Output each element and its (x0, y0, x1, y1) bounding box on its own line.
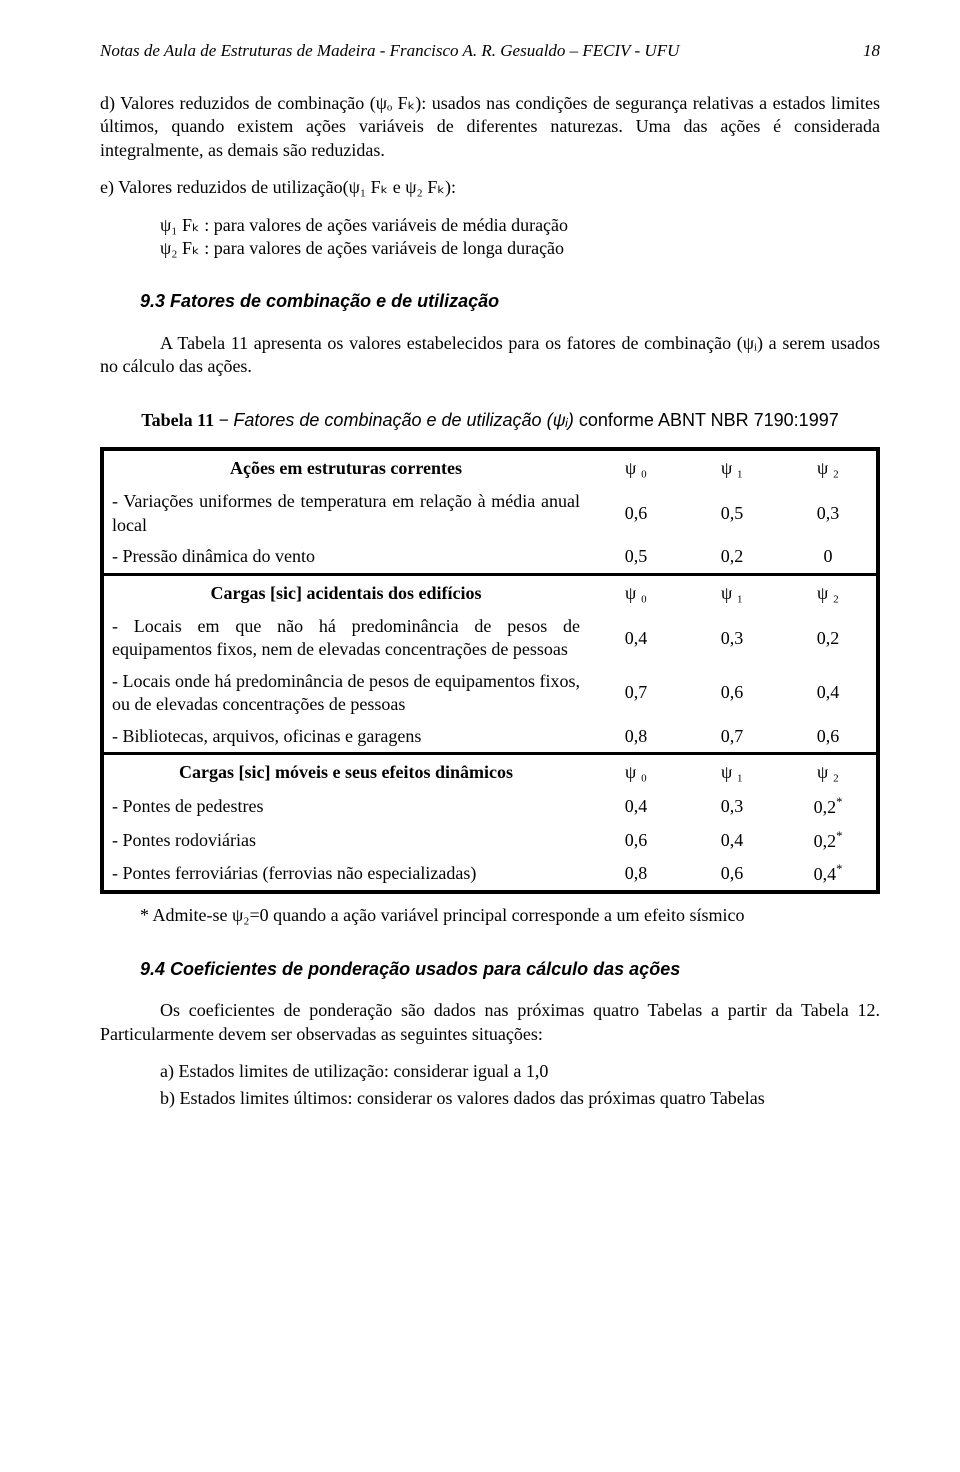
table-row: - Locais onde há predominância de pesos … (102, 666, 878, 721)
row-label: - Locais onde há predominância de pesos … (102, 666, 588, 721)
table-row: - Pontes rodoviárias0,60,40,2* (102, 824, 878, 857)
psi-header: ψ ₂ (780, 574, 878, 611)
row-value: 0,6 (588, 824, 684, 857)
row-value: 0,6 (684, 857, 780, 892)
page: Notas de Aula de Estruturas de Madeira -… (0, 0, 960, 1472)
row-value: 0,6 (780, 721, 878, 754)
table-section-header: Cargas [sic] acidentais dos edifíciosψ ₀… (102, 574, 878, 611)
psi-header: ψ ₁ (684, 753, 780, 790)
row-label: - Bibliotecas, arquivos, oficinas e gara… (102, 721, 588, 754)
table-row: - Pontes de pedestres0,40,30,2* (102, 790, 878, 823)
psi-header: ψ ₀ (588, 574, 684, 611)
row-value: 0,4* (780, 857, 878, 892)
row-value: 0,3 (780, 486, 878, 541)
row-value: 0,3 (684, 790, 780, 823)
row-value: 0,8 (588, 857, 684, 892)
item-a: a) Estados limites de utilização: consid… (160, 1060, 880, 1083)
row-value: 0,2 (684, 541, 780, 574)
row-value: 0,4 (588, 611, 684, 666)
psi-header: ψ ₂ (780, 753, 878, 790)
para-9-3: A Tabela 11 apresenta os valores estabel… (100, 332, 880, 379)
page-number: 18 (863, 40, 880, 62)
psi-header: ψ ₁ (684, 449, 780, 486)
row-value: 0,7 (684, 721, 780, 754)
psi-header: ψ ₀ (588, 753, 684, 790)
table-section-header: Cargas [sic] móveis e seus efeitos dinâm… (102, 753, 878, 790)
table-title-bold: Tabela 11 − (141, 410, 233, 430)
row-value: 0,4 (588, 790, 684, 823)
table-row: - Bibliotecas, arquivos, oficinas e gara… (102, 721, 878, 754)
table-11: Ações em estruturas correntesψ ₀ψ ₁ψ ₂- … (100, 447, 880, 894)
header-left: Notas de Aula de Estruturas de Madeira -… (100, 40, 679, 62)
heading-9-3: 9.3 Fatores de combinação e de utilizaçã… (140, 290, 880, 313)
para-e-line1: ψ₁ Fₖ : para valores de ações variáveis … (160, 214, 880, 237)
row-value: 0,2* (780, 824, 878, 857)
item-b: b) Estados limites últimos: considerar o… (160, 1087, 880, 1110)
row-label: - Variações uniformes de temperatura em … (102, 486, 588, 541)
row-value: 0,6 (588, 486, 684, 541)
page-header: Notas de Aula de Estruturas de Madeira -… (100, 40, 880, 62)
table-row: - Variações uniformes de temperatura em … (102, 486, 878, 541)
section-title: Ações em estruturas correntes (102, 449, 588, 486)
row-value: 0 (780, 541, 878, 574)
row-value: 0,6 (684, 666, 780, 721)
psi-header: ψ ₁ (684, 574, 780, 611)
row-value: 0,5 (684, 486, 780, 541)
table-row: - Pontes ferroviárias (ferrovias não esp… (102, 857, 878, 892)
row-label: - Locais em que não há predominância de … (102, 611, 588, 666)
table-title-italic: Fatores de combinação e de utilização (ψ… (233, 410, 579, 430)
row-value: 0,4 (780, 666, 878, 721)
row-value: 0,2* (780, 790, 878, 823)
para-e-line2: ψ₂ Fₖ : para valores de ações variáveis … (160, 237, 880, 260)
row-value: 0,4 (684, 824, 780, 857)
table-section-header: Ações em estruturas correntesψ ₀ψ ₁ψ ₂ (102, 449, 878, 486)
row-value: 0,7 (588, 666, 684, 721)
row-value: 0,2 (780, 611, 878, 666)
para-e-intro: e) Valores reduzidos de utilização(ψ₁ Fₖ… (100, 176, 880, 199)
row-label: - Pontes ferroviárias (ferrovias não esp… (102, 857, 588, 892)
para-9-4: Os coeficientes de ponderação são dados … (100, 999, 880, 1046)
psi-header: ψ ₂ (780, 449, 878, 486)
table-row: - Locais em que não há predominância de … (102, 611, 878, 666)
row-label: - Pontes de pedestres (102, 790, 588, 823)
psi-header: ψ ₀ (588, 449, 684, 486)
heading-9-4: 9.4 Coeficientes de ponderação usados pa… (140, 958, 880, 981)
table-footnote: * Admite-se ψ₂=0 quando a ação variável … (140, 904, 880, 927)
row-label: - Pressão dinâmica do vento (102, 541, 588, 574)
table-title-tail: conforme ABNT NBR 7190:1997 (579, 410, 839, 430)
row-label: - Pontes rodoviárias (102, 824, 588, 857)
table-11-title: Tabela 11 − Fatores de combinação e de u… (100, 409, 880, 432)
para-d: d) Valores reduzidos de combinação (ψₒ F… (100, 92, 880, 162)
row-value: 0,8 (588, 721, 684, 754)
row-value: 0,5 (588, 541, 684, 574)
table-row: - Pressão dinâmica do vento0,50,20 (102, 541, 878, 574)
row-value: 0,3 (684, 611, 780, 666)
section-title: Cargas [sic] móveis e seus efeitos dinâm… (102, 753, 588, 790)
section-title: Cargas [sic] acidentais dos edifícios (102, 574, 588, 611)
